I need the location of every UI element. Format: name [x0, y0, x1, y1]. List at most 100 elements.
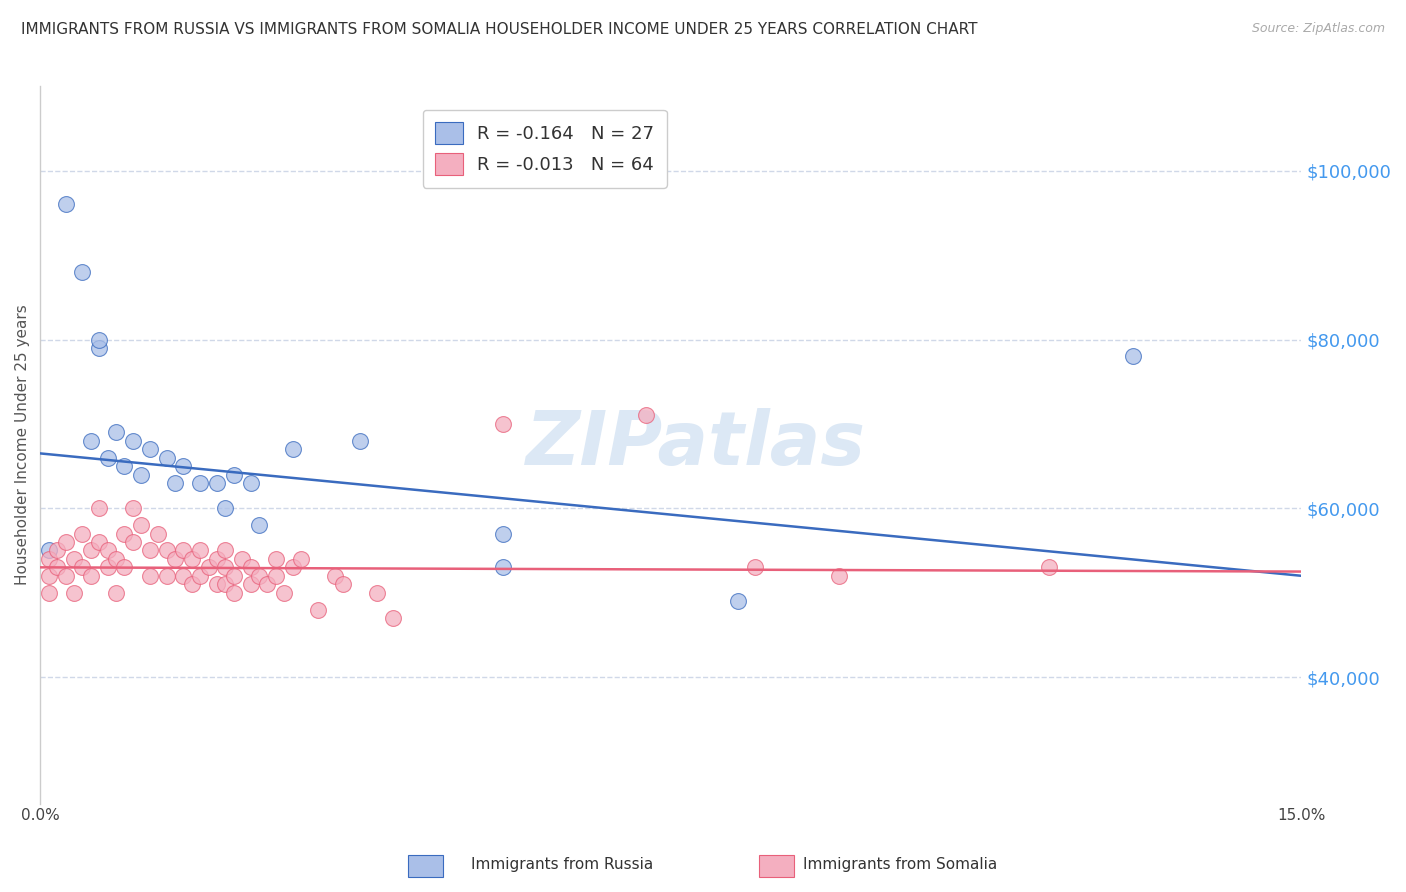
Point	[114, 560, 136, 574]
Point	[89, 333, 111, 347]
Point	[163, 475, 186, 490]
Point	[323, 568, 346, 582]
Point	[38, 543, 60, 558]
Point	[38, 568, 60, 582]
Point	[239, 577, 262, 591]
Point	[332, 577, 354, 591]
Point	[80, 543, 103, 558]
Point	[114, 526, 136, 541]
Point	[290, 552, 312, 566]
Point	[46, 543, 69, 558]
Point	[188, 475, 211, 490]
Point	[214, 577, 236, 591]
Point	[89, 341, 111, 355]
Text: IMMIGRANTS FROM RUSSIA VS IMMIGRANTS FROM SOMALIA HOUSEHOLDER INCOME UNDER 25 YE: IMMIGRANTS FROM RUSSIA VS IMMIGRANTS FRO…	[21, 22, 977, 37]
Point	[214, 501, 236, 516]
Point	[1122, 350, 1144, 364]
Point	[105, 585, 128, 599]
Point	[163, 552, 186, 566]
Point	[222, 568, 245, 582]
Point	[55, 568, 77, 582]
Point	[155, 568, 177, 582]
Point	[89, 535, 111, 549]
Point	[172, 568, 194, 582]
Text: ZIPatlas: ZIPatlas	[526, 409, 866, 482]
Point	[231, 552, 253, 566]
Point	[205, 577, 228, 591]
Point	[89, 501, 111, 516]
Point	[122, 434, 145, 448]
Point	[239, 475, 262, 490]
Point	[97, 560, 120, 574]
Point	[72, 265, 94, 279]
Point	[97, 450, 120, 465]
Point	[281, 442, 304, 457]
Point	[105, 425, 128, 440]
Text: Immigrants from Somalia: Immigrants from Somalia	[803, 857, 997, 872]
Point	[205, 475, 228, 490]
Point	[382, 611, 405, 625]
Legend: R = -0.164   N = 27, R = -0.013   N = 64: R = -0.164 N = 27, R = -0.013 N = 64	[423, 110, 666, 188]
Point	[222, 585, 245, 599]
Point	[214, 543, 236, 558]
Point	[188, 543, 211, 558]
Point	[155, 450, 177, 465]
Point	[264, 568, 287, 582]
Point	[63, 552, 86, 566]
Point	[97, 543, 120, 558]
Point	[146, 526, 169, 541]
Point	[138, 568, 160, 582]
Point	[46, 560, 69, 574]
Point	[634, 409, 657, 423]
Point	[172, 543, 194, 558]
Point	[129, 518, 152, 533]
Point	[80, 568, 103, 582]
Point	[105, 552, 128, 566]
Point	[247, 518, 270, 533]
Point	[55, 197, 77, 211]
Point	[72, 526, 94, 541]
Point	[180, 552, 202, 566]
Point	[63, 585, 86, 599]
Point	[188, 568, 211, 582]
Point	[197, 560, 219, 574]
Bar	[759, 855, 794, 877]
Point	[172, 459, 194, 474]
Point	[214, 560, 236, 574]
Point	[307, 602, 329, 616]
Point	[129, 467, 152, 482]
Point	[264, 552, 287, 566]
Point	[727, 594, 749, 608]
Point	[239, 560, 262, 574]
Point	[205, 552, 228, 566]
Point	[273, 585, 295, 599]
Point	[38, 552, 60, 566]
Point	[138, 543, 160, 558]
Point	[222, 467, 245, 482]
Point	[744, 560, 766, 574]
Y-axis label: Householder Income Under 25 years: Householder Income Under 25 years	[15, 304, 30, 585]
Point	[247, 568, 270, 582]
Point	[138, 442, 160, 457]
Point	[366, 585, 388, 599]
Point	[114, 459, 136, 474]
Point	[72, 560, 94, 574]
Point	[492, 526, 515, 541]
Point	[828, 568, 851, 582]
Point	[256, 577, 278, 591]
Point	[80, 434, 103, 448]
Point	[492, 417, 515, 431]
Point	[492, 560, 515, 574]
Text: Source: ZipAtlas.com: Source: ZipAtlas.com	[1251, 22, 1385, 36]
Point	[55, 535, 77, 549]
Point	[155, 543, 177, 558]
Point	[349, 434, 371, 448]
Point	[122, 501, 145, 516]
Text: Immigrants from Russia: Immigrants from Russia	[471, 857, 654, 872]
Bar	[408, 855, 443, 877]
Point	[122, 535, 145, 549]
Point	[38, 585, 60, 599]
Point	[281, 560, 304, 574]
Point	[180, 577, 202, 591]
Point	[1038, 560, 1060, 574]
